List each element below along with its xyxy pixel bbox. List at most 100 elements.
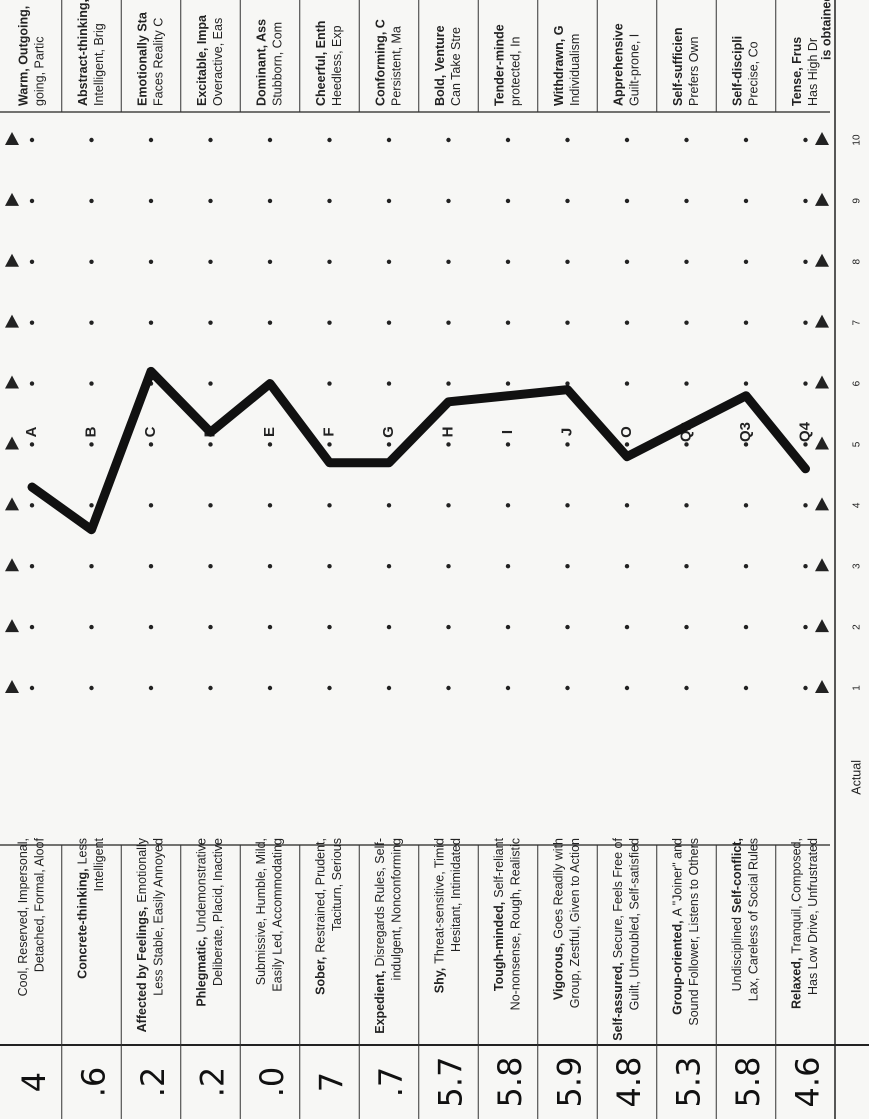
score: .7 <box>372 1067 410 1098</box>
grid-dot <box>327 259 332 264</box>
grid-dot <box>803 685 808 691</box>
grid-dot <box>267 503 273 508</box>
grid-dot <box>624 564 630 569</box>
grid-dot <box>327 442 332 447</box>
grid-dot <box>684 320 689 325</box>
grid-dot <box>803 198 808 204</box>
left-label: indulgent, Nonconforming <box>389 838 403 980</box>
grid-dot <box>446 198 451 204</box>
grid-dot <box>446 685 451 691</box>
grid-dot <box>684 381 689 386</box>
left-label: Sober, Restrained, Prudent, <box>314 838 328 995</box>
grid-dot <box>267 259 273 264</box>
score: 4.6 <box>789 1057 827 1108</box>
left-label: Less Stable, Easily Annoyed <box>151 838 165 996</box>
grid-dot <box>327 685 332 691</box>
grid-dot <box>386 381 392 386</box>
right-label: Emotionally Sta <box>135 11 149 106</box>
left-label: Group-oriented, A "Joiner" and <box>671 838 685 1015</box>
grid-dot <box>89 442 94 447</box>
factor-letter: G <box>380 426 397 438</box>
grid-dot <box>803 137 808 143</box>
right-label: Can Take Stre <box>449 27 463 106</box>
left-label-part: A "Joiner" and <box>671 838 685 916</box>
grid-dot <box>267 320 273 325</box>
scale-arrow <box>5 375 19 389</box>
grid-dot <box>327 320 332 325</box>
left-label: Phlegmatic, Undemonstrative <box>195 838 209 1007</box>
grid-dot <box>684 137 689 143</box>
score: 7 <box>313 1072 351 1092</box>
left-label-part: Secure, Feels Free of <box>611 837 625 958</box>
right-label: Abstract-thinking, <box>76 0 90 106</box>
grid-dot <box>89 137 94 143</box>
left-label-part: Self-assured, <box>611 962 625 1041</box>
grid-dot <box>803 503 808 508</box>
grid-dot <box>208 381 213 386</box>
left-label: Deliberate, Placid, Inactive <box>211 838 225 986</box>
right-label: Cheerful, Enth <box>314 21 328 106</box>
grid-dot <box>327 564 332 569</box>
scale-arrow <box>5 680 19 693</box>
right-label: Tense, Frus <box>790 37 804 106</box>
left-label-part: Phlegmatic, <box>195 937 209 1007</box>
left-label-part: Vigorous, <box>552 943 566 1000</box>
factor-letter: H <box>439 427 456 438</box>
grid-dot <box>267 564 273 569</box>
left-label-part: Sober, <box>314 957 328 995</box>
grid-dot <box>446 503 451 508</box>
left-label: Shy, Threat-sensitive, Timid <box>433 838 447 993</box>
grid-dot <box>208 320 213 325</box>
grid-dot <box>624 259 630 264</box>
grid-dot <box>29 685 35 691</box>
grid-dot <box>743 381 749 386</box>
left-label: Submissive, Humble, Mild, <box>254 838 268 985</box>
left-label: Intelligent <box>92 837 106 891</box>
scale-arrow <box>815 132 829 145</box>
grid-dot <box>386 685 392 691</box>
grid-dot <box>29 198 35 204</box>
left-label: Tough-minded, Self-reliant <box>492 837 506 991</box>
grid-dot <box>743 137 749 143</box>
grid-dot <box>505 198 511 204</box>
factor-letter: C <box>142 426 159 437</box>
grid-dot <box>505 137 511 143</box>
grid-dot <box>386 624 392 630</box>
left-label-part: Goes Readily with <box>552 838 566 939</box>
grid-dot <box>327 624 332 630</box>
grid-dot <box>803 259 808 264</box>
grid-dot <box>446 259 451 264</box>
factor-letter: B <box>82 426 99 437</box>
left-label: Concrete-thinking, Less <box>76 838 90 979</box>
grid-dot <box>743 442 749 447</box>
footer-right: is obtained <box>819 0 833 60</box>
grid-dot <box>743 564 749 569</box>
grid-dot <box>89 381 94 386</box>
grid-dot <box>208 259 213 264</box>
grid-dot <box>267 624 273 630</box>
grid-dot <box>565 381 570 386</box>
score: 5.9 <box>551 1057 589 1108</box>
grid-dot <box>208 564 213 569</box>
left-label-part: Tough-minded, <box>492 902 506 991</box>
left-label-part: Threat-sensitive, Timid <box>433 838 447 964</box>
factor-letter: Q4 <box>796 421 813 442</box>
grid-dot <box>148 442 154 447</box>
grid-dot <box>505 503 511 508</box>
scale-arrow <box>5 192 19 206</box>
grid-dot <box>386 564 392 569</box>
right-label: Dominant, Ass <box>254 19 268 106</box>
factor-letter: Q3 <box>737 422 754 442</box>
factor-letter: J <box>558 428 575 436</box>
left-label-part: Undisciplined <box>730 917 744 991</box>
scale-arrow <box>5 314 19 328</box>
grid-dot <box>327 198 332 204</box>
grid-dot <box>446 442 451 447</box>
grid-dot <box>148 685 154 691</box>
right-label: Bold, Venture <box>433 25 447 106</box>
grid-dot <box>89 503 94 508</box>
right-label: Overactive, Eas <box>211 18 225 106</box>
scale-arrow <box>815 375 829 389</box>
left-label: Affected by Feelings, Emotionally <box>135 837 149 1032</box>
left-label: Expedient, Disregards Rules, Self- <box>373 838 387 1034</box>
